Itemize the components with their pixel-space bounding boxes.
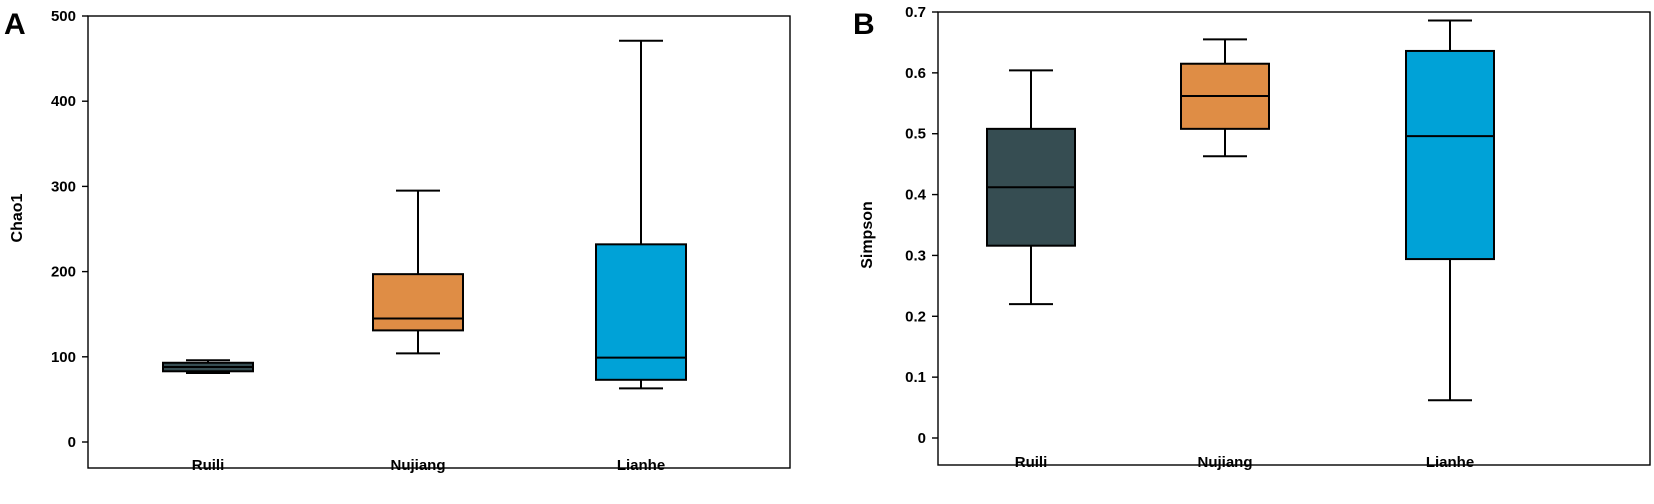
- y-tick-label: 0.6: [905, 65, 926, 82]
- y-tick-label: 0.2: [905, 308, 926, 325]
- x-category-label: Lianhe: [1426, 454, 1474, 471]
- box-nujiang: [1180, 38, 1270, 158]
- y-tick-label: 0: [918, 430, 926, 447]
- box-lianhe: [595, 39, 687, 390]
- iqr-box: [1405, 49, 1495, 261]
- y-axis-label-a: Chao1: [9, 193, 26, 242]
- y-ticks-a: 0 100 200 300 400 500: [51, 8, 88, 451]
- y-tick-label: 0: [68, 434, 76, 451]
- panel-label-a: A: [4, 8, 26, 41]
- y-ticks-b: 0 0.1 0.2 0.3 0.4 0.5 0.6 0.7: [905, 4, 938, 447]
- y-tick-label: 400: [51, 93, 76, 110]
- x-category-label: Nujiang: [391, 457, 446, 474]
- box-ruili: [986, 69, 1076, 306]
- box-nujiang: [372, 189, 464, 355]
- y-tick-label: 500: [51, 8, 76, 25]
- y-tick-label: 200: [51, 264, 76, 281]
- y-tick-label: 0.3: [905, 247, 926, 264]
- y-tick-label: 0.5: [905, 126, 926, 143]
- panel-a: A Chao1 0 100 200 300 400 500 Ruili Nujiang Lia…: [4, 8, 791, 474]
- x-categories-b: Ruili Nujiang Lianhe: [1015, 454, 1474, 471]
- iqr-box: [595, 243, 687, 381]
- x-category-label: Ruili: [1015, 454, 1048, 471]
- y-tick-label: 0.4: [905, 187, 927, 204]
- x-categories-a: Ruili Nujiang Lianhe: [192, 457, 665, 474]
- panel-b: B Simpson 0 0.1 0.2 0.3 0.4 0.5 0.6 0.7 Ruili Nu…: [853, 4, 1651, 471]
- y-tick-label: 0.1: [905, 369, 926, 386]
- plot-frame-a: [87, 15, 791, 469]
- boxes-b: [986, 19, 1495, 402]
- x-category-label: Ruili: [192, 457, 225, 474]
- box-ruili: [162, 359, 254, 374]
- y-tick-label: 0.7: [905, 4, 926, 21]
- plot-frame-b: [937, 11, 1651, 466]
- y-axis-label-b: Simpson: [859, 201, 876, 269]
- x-category-label: Nujiang: [1198, 454, 1253, 471]
- iqr-box: [372, 273, 464, 332]
- box-lianhe: [1405, 19, 1495, 402]
- panel-label-b: B: [853, 8, 875, 41]
- y-tick-label: 300: [51, 178, 76, 195]
- y-tick-label: 100: [51, 349, 76, 366]
- x-category-label: Lianhe: [617, 457, 665, 474]
- boxes-a: [162, 39, 687, 390]
